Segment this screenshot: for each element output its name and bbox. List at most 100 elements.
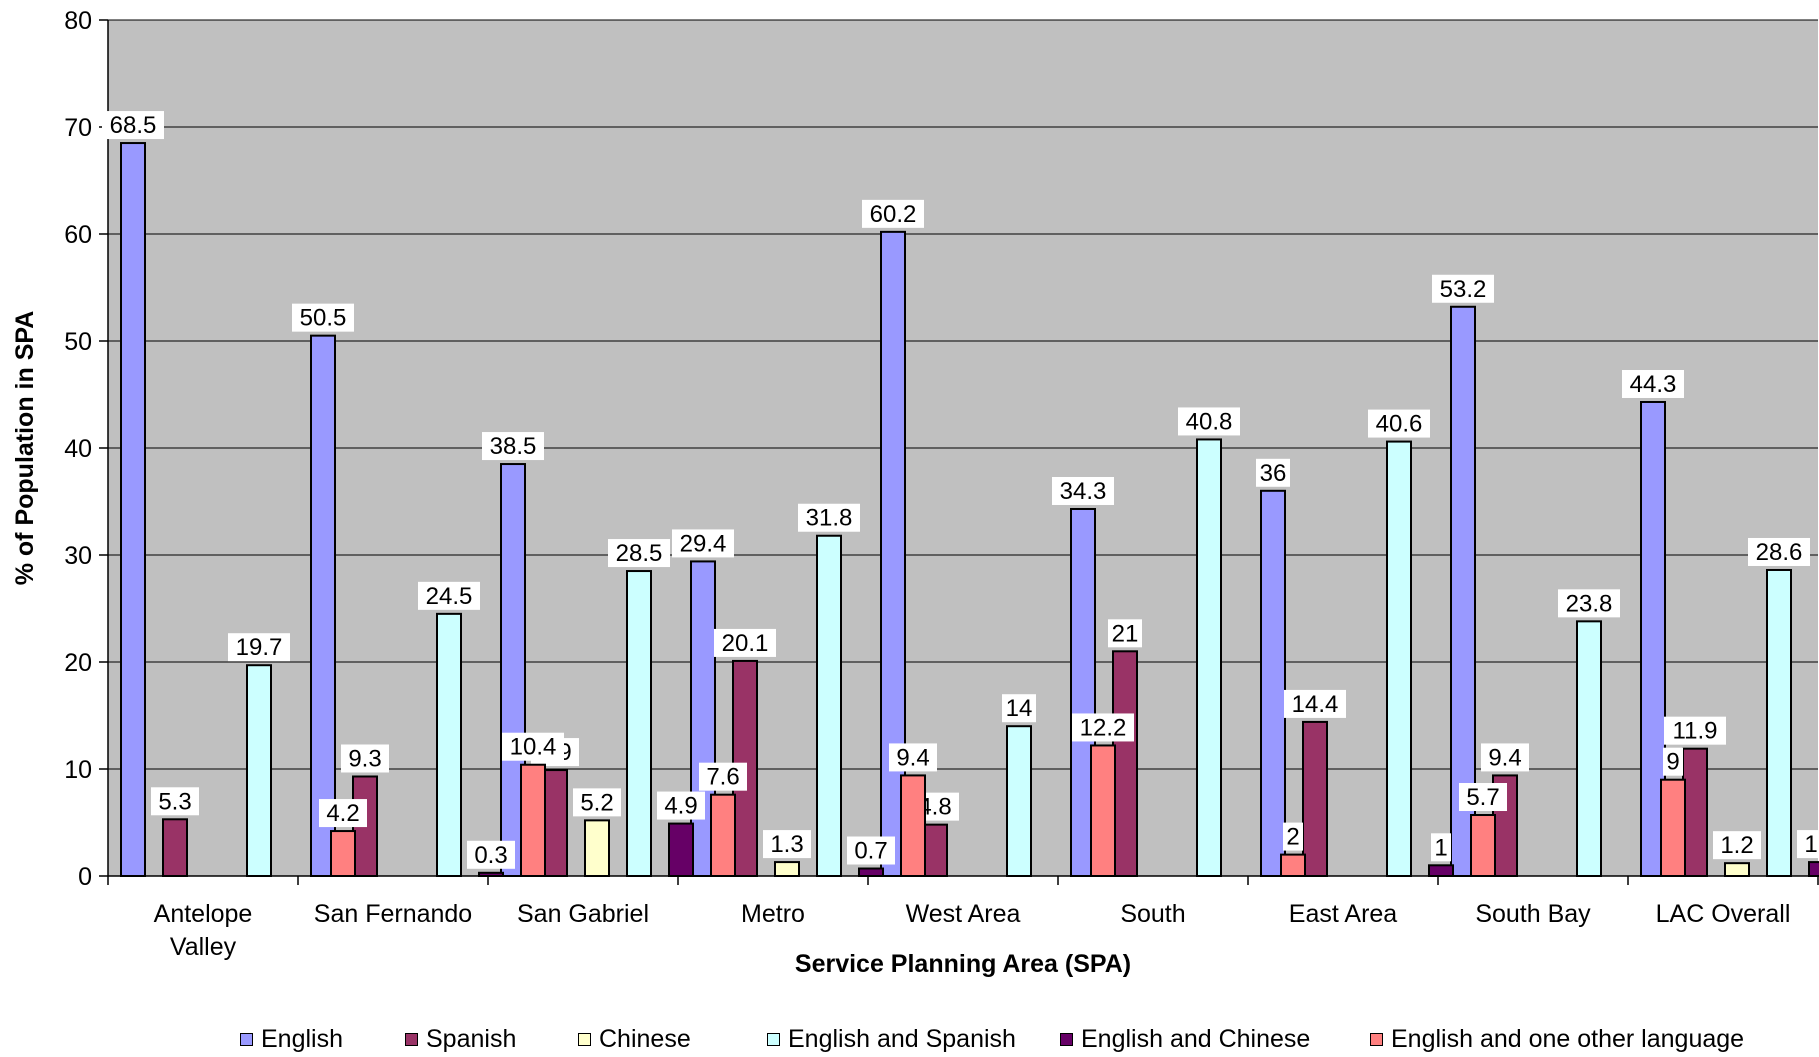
legend-swatch — [405, 1033, 418, 1046]
data-label-bg — [151, 787, 199, 816]
bar — [162, 818, 188, 877]
data-label-bg — [467, 840, 515, 869]
data-label: 5.2 — [580, 789, 613, 816]
data-label: 14.4 — [1292, 691, 1339, 718]
data-label-bg — [763, 830, 811, 859]
data-label: 5.7 — [1466, 784, 1499, 811]
data-label: 60.2 — [870, 201, 917, 228]
bar — [1196, 438, 1222, 877]
data-label-bg — [672, 529, 734, 558]
bar — [1808, 861, 1819, 878]
legend-swatch — [1370, 1033, 1383, 1046]
x-tick-label: East Area — [1289, 900, 1397, 928]
data-label-bg — [798, 503, 860, 532]
data-label: 29.4 — [680, 530, 727, 557]
data-label-bg — [1108, 619, 1142, 648]
data-label-bg — [1002, 694, 1036, 723]
legend-swatch — [767, 1033, 780, 1046]
data-label-bg — [502, 732, 564, 761]
bar — [1386, 440, 1412, 877]
data-label: 31.8 — [806, 505, 853, 532]
data-label-bg — [573, 788, 621, 817]
legend-swatch — [578, 1033, 591, 1046]
bar — [246, 664, 272, 878]
data-label: 9.4 — [896, 744, 929, 771]
bar — [1302, 720, 1328, 877]
data-label: 4.9 — [664, 793, 697, 820]
data-label-bg — [1663, 747, 1683, 776]
data-label-bg — [889, 743, 937, 772]
legend-label: English and Spanish — [788, 1025, 1016, 1053]
data-label-bg — [1748, 537, 1810, 566]
data-label: 14 — [1006, 695, 1033, 722]
data-label: 19.7 — [236, 634, 283, 661]
legend-item: English and Spanish — [767, 1025, 1016, 1054]
data-label: 11.9 — [1673, 718, 1718, 745]
y-tick-label: 20 — [64, 649, 92, 677]
data-label: 12.2 — [1080, 714, 1127, 741]
legend-item: Chinese — [578, 1025, 691, 1054]
data-label: 34.3 — [1060, 478, 1107, 505]
data-label-bg — [862, 199, 924, 228]
x-tick-label: South Bay — [1475, 900, 1591, 928]
y-tick-label: 80 — [64, 7, 92, 35]
data-label: 9 — [1666, 749, 1679, 776]
bar — [1682, 747, 1708, 877]
bar — [1766, 568, 1792, 877]
data-label: 50.5 — [300, 305, 347, 332]
data-label-bg — [1432, 274, 1494, 303]
bar — [330, 830, 356, 877]
x-axis-title: Service Planning Area (SPA) — [795, 950, 1131, 978]
data-label-bg — [1052, 476, 1114, 505]
data-label-bg — [1481, 743, 1529, 772]
bar — [1724, 862, 1750, 877]
data-label: 68.5 — [110, 112, 157, 139]
bar — [668, 822, 694, 878]
data-label-bg — [418, 581, 480, 610]
data-label: 2 — [1286, 824, 1299, 851]
data-label: 40.6 — [1376, 411, 1423, 438]
data-label: 40.8 — [1186, 408, 1233, 435]
data-label: 53.2 — [1440, 276, 1487, 303]
data-label-bg — [1622, 369, 1684, 398]
data-label-bg — [1072, 713, 1134, 742]
data-label: 28.5 — [616, 540, 663, 567]
x-tick-label: LAC Overall — [1656, 900, 1791, 928]
bar — [710, 793, 736, 877]
bar — [1576, 620, 1602, 878]
legend-label: Chinese — [599, 1025, 691, 1053]
y-tick-label: 30 — [64, 542, 92, 570]
data-label: 10.4 — [510, 734, 557, 761]
data-label-bg — [1283, 822, 1303, 851]
data-label: 36 — [1260, 460, 1287, 487]
data-label-bg — [341, 744, 389, 773]
legend-label: Spanish — [426, 1025, 517, 1053]
legend-label: English and Chinese — [1081, 1025, 1311, 1053]
data-label-bg — [1178, 407, 1240, 436]
data-label-bg — [482, 432, 544, 461]
data-label: 1.2 — [1720, 832, 1753, 859]
bar — [310, 334, 336, 877]
data-label: 28.6 — [1756, 539, 1803, 566]
y-tick-label: 40 — [64, 435, 92, 463]
bar — [584, 819, 610, 877]
data-label-bg — [1558, 589, 1620, 618]
bar — [1260, 489, 1286, 877]
x-tick-label: Metro — [741, 900, 805, 928]
bar — [1090, 744, 1116, 878]
bar — [1470, 814, 1496, 878]
data-label-bg — [1459, 783, 1507, 812]
data-label: 5.3 — [158, 788, 191, 815]
legend-item: English and Chinese — [1060, 1025, 1310, 1054]
y-axis-title: % of Population in SPA — [11, 311, 39, 586]
bar — [542, 769, 568, 878]
data-label: 21 — [1112, 620, 1139, 647]
legend-item: Spanish — [405, 1025, 516, 1054]
legend: English Spanish Chinese English and Spanish… — [0, 1025, 1819, 1057]
data-label-bg — [714, 628, 776, 657]
legend-label: English and one other language — [1391, 1025, 1745, 1053]
data-label: 24.5 — [426, 583, 473, 610]
legend-label: English — [261, 1025, 343, 1053]
legend-swatch — [1060, 1033, 1073, 1046]
